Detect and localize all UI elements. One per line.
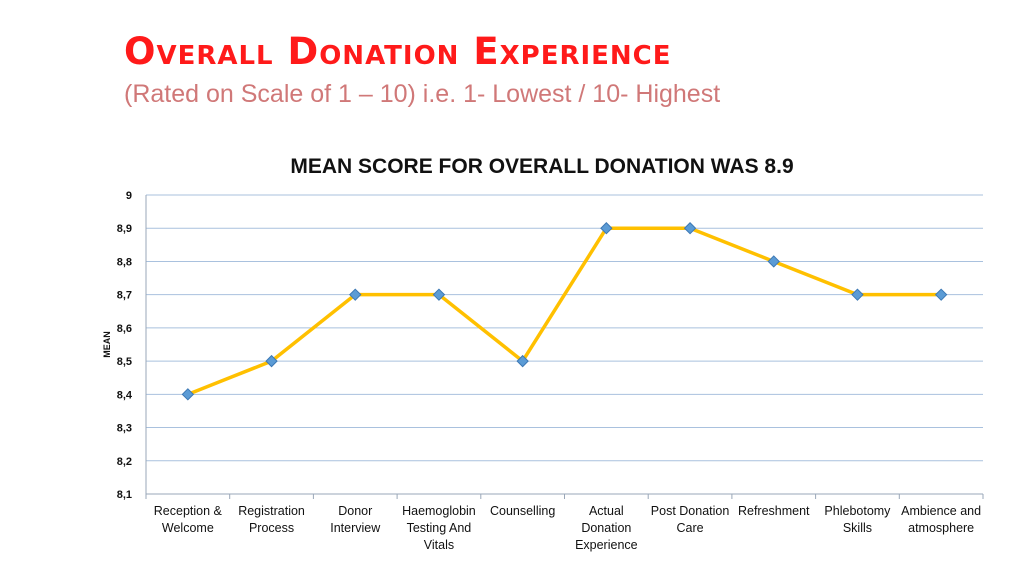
data-point-marker bbox=[934, 288, 948, 301]
y-tick-label: 9 bbox=[126, 190, 132, 202]
x-tick-label: Refreshment bbox=[737, 504, 810, 518]
data-point-marker bbox=[600, 222, 613, 235]
data-point-marker bbox=[432, 288, 446, 301]
y-tick-label: 8,7 bbox=[117, 290, 132, 302]
x-tick-label: Post Donation Care bbox=[650, 504, 730, 535]
y-axis-title: MEAN bbox=[102, 331, 112, 358]
data-point-marker bbox=[349, 288, 362, 301]
y-tick-label: 8,6 bbox=[117, 323, 132, 335]
data-point-marker bbox=[516, 354, 529, 368]
x-tick-label: Actual Donation Experience bbox=[575, 504, 638, 552]
data-point-marker bbox=[683, 222, 697, 235]
x-tick-label: Registration Process bbox=[238, 504, 305, 535]
data-point-marker bbox=[181, 388, 195, 401]
x-tick-label: Ambience and atmosphere bbox=[901, 504, 982, 535]
data-point-marker bbox=[851, 288, 864, 301]
x-tick-label: Donor Interview bbox=[330, 504, 381, 535]
x-tick-label: Counselling bbox=[489, 504, 556, 518]
y-tick-label: 8,9 bbox=[117, 223, 132, 235]
y-tick-label: 8,3 bbox=[117, 423, 132, 435]
y-tick-label: 8,2 bbox=[117, 456, 132, 468]
slide-subtitle: (Rated on Scale of 1 – 10) i.e. 1- Lowes… bbox=[124, 80, 721, 108]
y-tick-label: 8,4 bbox=[117, 389, 133, 401]
slide-title: Overall Donation Experience bbox=[124, 30, 672, 73]
x-tick-label: Haemoglobin Testing And Vitals bbox=[402, 504, 476, 552]
y-tick-label: 8,5 bbox=[117, 356, 132, 368]
chart-title: MEAN SCORE FOR OVERALL DONATION WAS 8.9 bbox=[290, 155, 794, 178]
y-tick-label: 8,1 bbox=[117, 489, 132, 501]
y-tick-label: 8,8 bbox=[117, 256, 132, 268]
x-tick-label: Reception & Welcome bbox=[153, 504, 222, 535]
data-point-marker bbox=[265, 354, 278, 368]
x-tick-label: Phlebotomy Skills bbox=[824, 504, 891, 535]
data-point-marker bbox=[767, 255, 780, 268]
series-line bbox=[186, 226, 943, 397]
